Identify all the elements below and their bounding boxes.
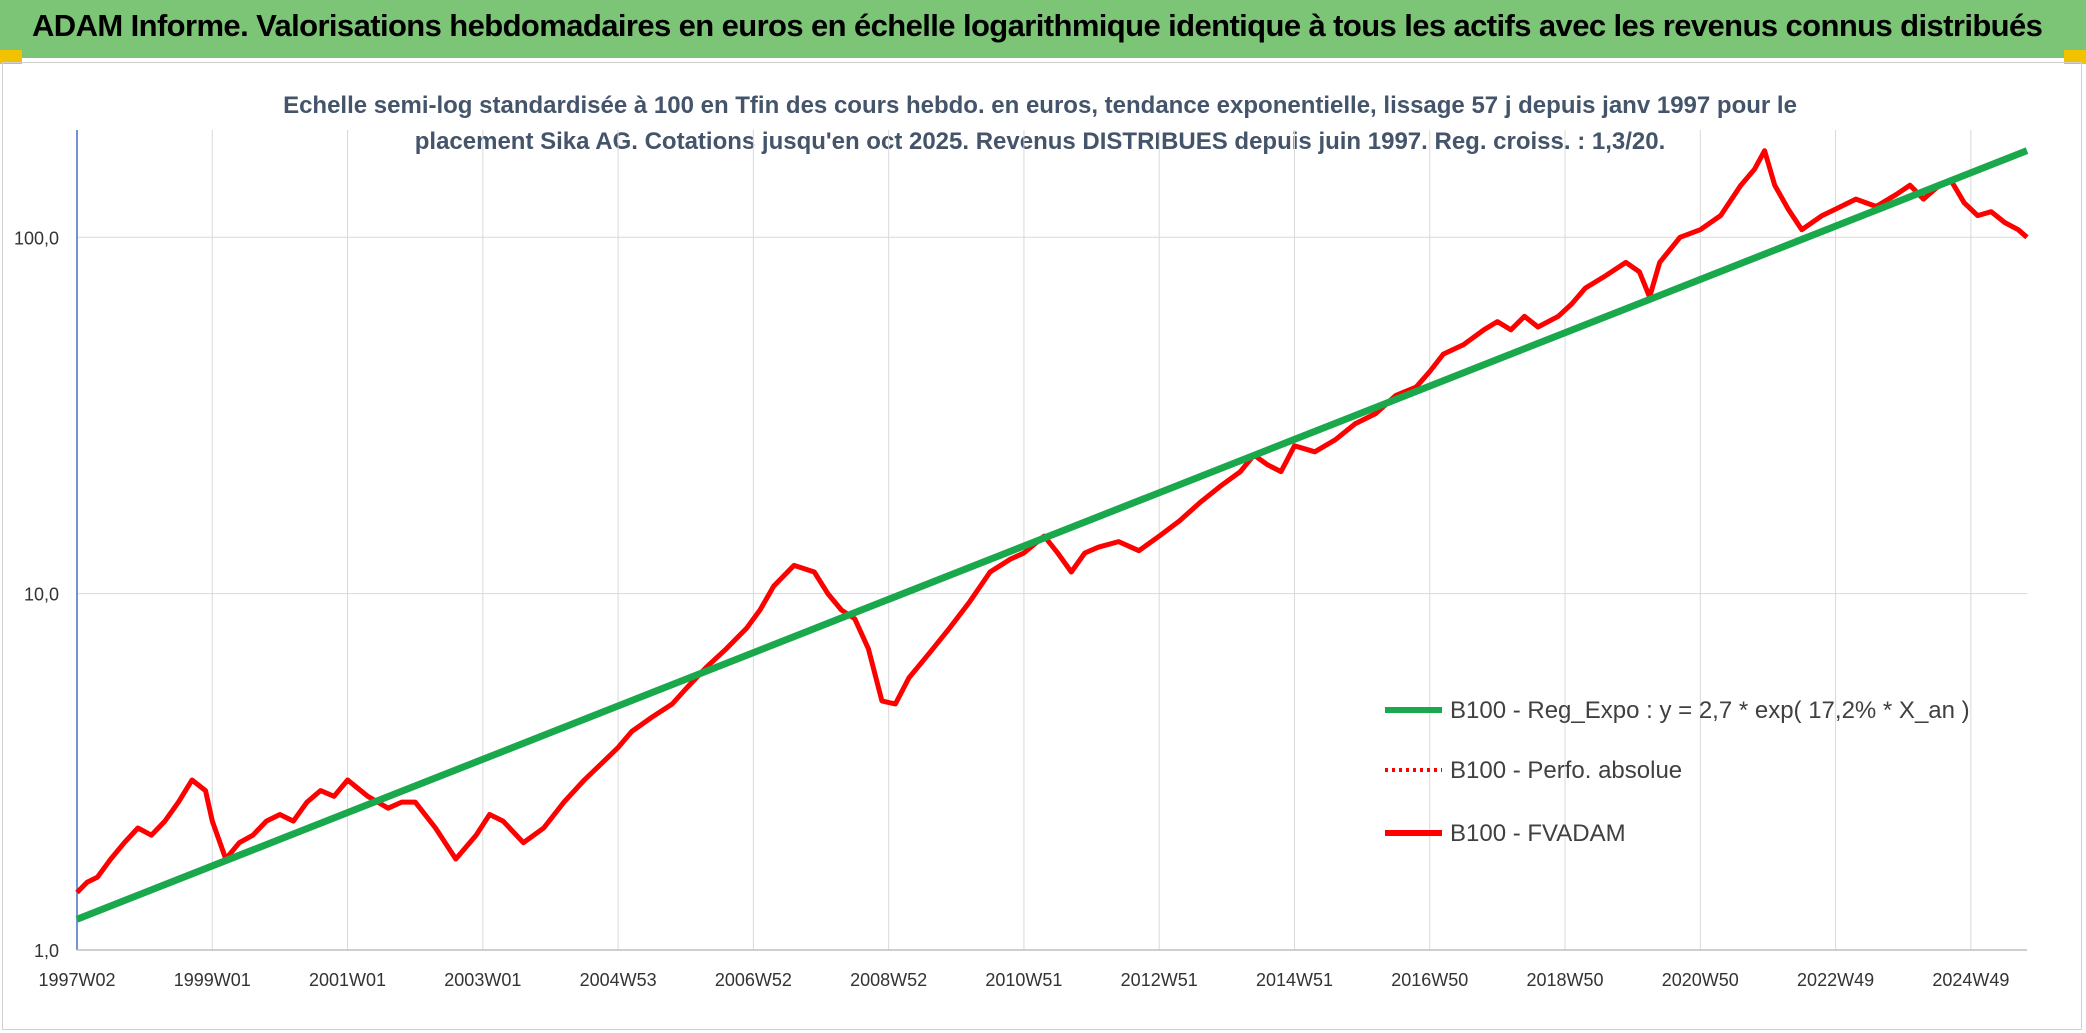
tick-labels: 1997W02 1999W01 2001W01 2003W01 2004W53 2006W… [14, 228, 2009, 990]
x-tick-label: 2001W01 [309, 970, 386, 990]
chart-subtitle: Echelle semi-log standardisée à 100 en T… [160, 88, 1920, 160]
x-tick-label: 2004W53 [580, 970, 657, 990]
page-title: ADAM Informe. Valorisations hebdomadaire… [32, 8, 2043, 43]
y-tick-label: 100,0 [14, 228, 59, 248]
x-tick-label: 2014W51 [1256, 970, 1333, 990]
x-tick-label: 2003W01 [444, 970, 521, 990]
x-tick-label: 2010W51 [985, 970, 1062, 990]
grid-lines [76, 130, 2027, 951]
x-tick-label: 2022W49 [1797, 970, 1874, 990]
axes [76, 130, 2027, 951]
x-tick-label: 2018W50 [1527, 970, 1604, 990]
x-tick-label: 2016W50 [1391, 970, 1468, 990]
legend-label-fvadam: B100 - FVADAM [1450, 820, 1626, 847]
corner-marker-left [0, 50, 22, 64]
series [75, 147, 2029, 923]
x-tick-label: 2020W50 [1662, 970, 1739, 990]
legend-label-perfo-absolue: B100 - Perfo. absolue [1450, 757, 1682, 784]
x-tick-label: 2008W52 [850, 970, 927, 990]
x-tick-label: 2006W52 [715, 970, 792, 990]
x-tick-label: 1999W01 [174, 970, 251, 990]
legend-label-reg-expo: B100 - Reg_Expo : y = 2,7 * exp( 17,2% *… [1450, 697, 1970, 724]
corner-marker-right [2064, 50, 2086, 64]
chart-subtitle-line-2: placement Sika AG. Cotations jusqu'en oc… [414, 128, 1666, 155]
x-tick-label: 2012W51 [1121, 970, 1198, 990]
chart-frame [2, 62, 2082, 1030]
y-tick-label: 1,0 [34, 941, 59, 961]
chart-subtitle-line-1: Echelle semi-log standardisée à 100 en T… [283, 92, 1797, 119]
x-tick-label: 1997W02 [38, 970, 115, 990]
series-line-reg-expo [75, 147, 2029, 923]
header-bar: ADAM Informe. Valorisations hebdomadaire… [0, 0, 2086, 64]
series-line-fvadam [75, 148, 2029, 895]
legend: B100 - Reg_Expo : y = 2,7 * exp( 17,2% *… [1385, 697, 1970, 847]
y-tick-label: 10,0 [24, 585, 59, 605]
x-tick-label: 2024W49 [1932, 970, 2009, 990]
